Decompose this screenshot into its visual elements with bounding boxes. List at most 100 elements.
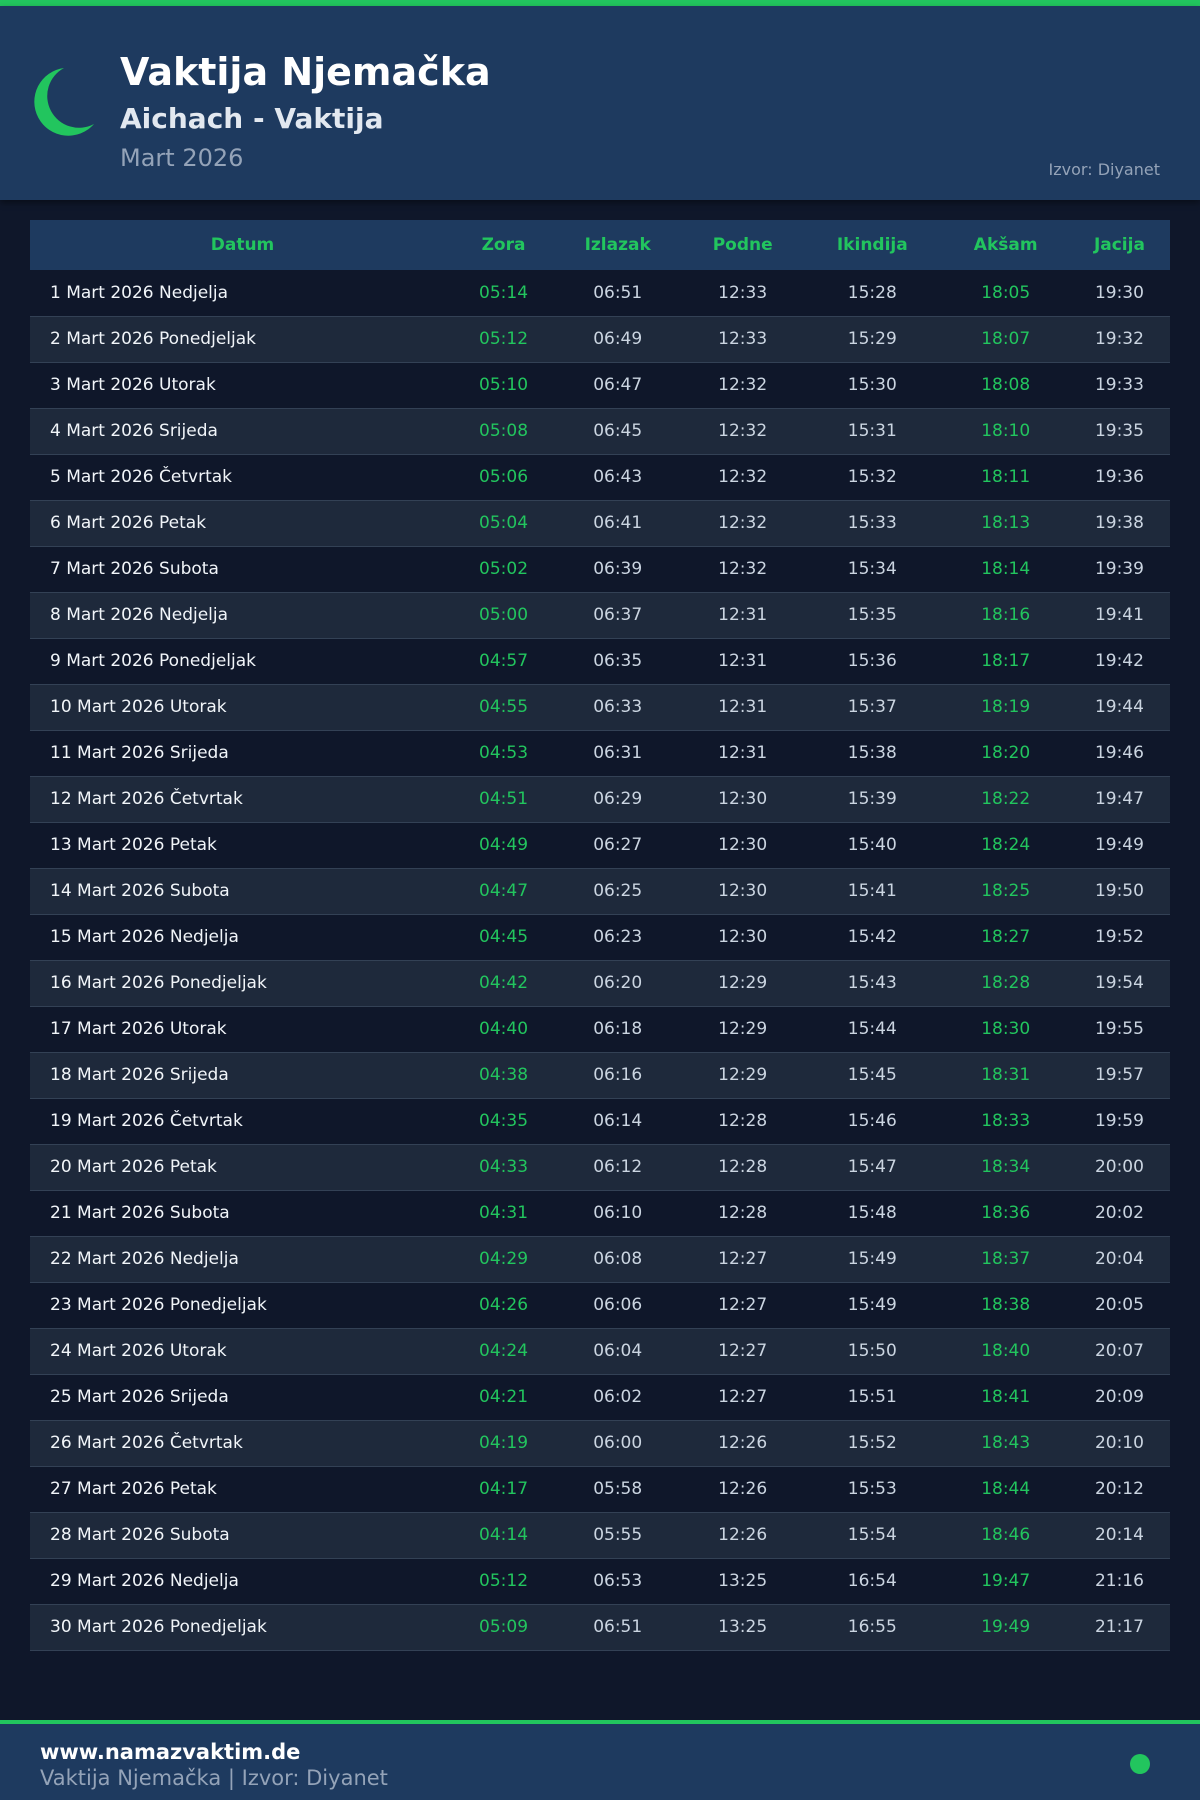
time-cell: 19:38 [1094, 513, 1144, 533]
time-cell: 12:30 [718, 881, 768, 901]
table-row: 10 Mart 2026 Utorak 04:55 06:33 12:31 15:37 1… [30, 684, 1170, 730]
time-cell: 12:27 [718, 1341, 768, 1361]
time-cell: 15:39 [847, 789, 897, 809]
time-cell: 19:30 [1094, 282, 1144, 303]
time-cell: 19:49 [1094, 835, 1144, 855]
time-cell: 19:57 [1094, 1065, 1144, 1085]
crescent-moon-icon [34, 68, 94, 136]
month-label: Mart 2026 [120, 144, 244, 172]
time-cell: 15:46 [847, 1111, 897, 1131]
time-cell: 05:08 [479, 421, 529, 441]
date-cell: 12 Mart 2026 Četvrtak [50, 789, 243, 809]
time-cell: 05:02 [479, 559, 529, 579]
time-cell: 06:33 [593, 697, 643, 717]
time-cell: 04:14 [479, 1525, 529, 1545]
time-cell: 15:45 [847, 1065, 897, 1085]
table-row: 8 Mart 2026 Nedjelja 05:00 06:37 12:31 15:35… [30, 592, 1170, 638]
date-cell: 26 Mart 2026 Četvrtak [50, 1433, 243, 1453]
top-accent-bar [0, 0, 1200, 6]
time-cell: 18:14 [981, 559, 1031, 579]
time-cell: 18:24 [981, 835, 1031, 855]
time-cell: 04:33 [479, 1157, 529, 1177]
time-cell: 12:32 [718, 421, 768, 441]
date-cell: 16 Mart 2026 Ponedjeljak [50, 973, 267, 993]
time-cell: 18:34 [981, 1157, 1031, 1177]
time-cell: 18:19 [981, 697, 1031, 717]
date-cell: 20 Mart 2026 Petak [50, 1157, 217, 1177]
time-cell: 18:28 [981, 973, 1031, 993]
time-cell: 05:09 [479, 1617, 529, 1637]
time-cell: 20:02 [1094, 1203, 1144, 1223]
time-cell: 05:04 [479, 513, 529, 533]
time-cell: 20:14 [1094, 1525, 1144, 1545]
column-header-2: Izlazak [584, 235, 651, 255]
time-cell: 12:31 [718, 651, 768, 671]
time-cell: 06:25 [593, 881, 643, 901]
date-cell: 23 Mart 2026 Ponedjeljak [50, 1295, 267, 1315]
time-cell: 04:45 [479, 927, 529, 947]
time-cell: 18:44 [981, 1479, 1031, 1499]
time-cell: 15:28 [847, 282, 897, 303]
time-cell: 19:54 [1094, 973, 1144, 993]
time-cell: 18:36 [981, 1203, 1031, 1223]
date-cell: 22 Mart 2026 Nedjelja [50, 1249, 239, 1269]
date-cell: 17 Mart 2026 Utorak [50, 1019, 227, 1039]
status-dot-icon [1130, 1754, 1150, 1774]
time-cell: 04:53 [479, 743, 529, 763]
time-cell: 19:47 [1094, 789, 1144, 809]
time-cell: 04:55 [479, 697, 529, 717]
time-cell: 15:54 [847, 1525, 897, 1545]
time-cell: 06:10 [593, 1203, 643, 1223]
time-cell: 06:51 [593, 1617, 643, 1637]
time-cell: 04:47 [479, 881, 529, 901]
time-cell: 12:32 [718, 559, 768, 579]
time-cell: 19:33 [1094, 375, 1144, 395]
time-cell: 19:47 [981, 1571, 1031, 1591]
time-cell: 05:12 [479, 1571, 529, 1591]
time-cell: 06:08 [593, 1249, 643, 1269]
time-cell: 06:39 [593, 559, 643, 579]
time-cell: 05:06 [479, 467, 529, 487]
table-row: 25 Mart 2026 Srijeda 04:21 06:02 12:27 15:51… [30, 1374, 1170, 1420]
time-cell: 18:27 [981, 927, 1031, 947]
table-row: 13 Mart 2026 Petak 04:49 06:27 12:30 15:40 18… [30, 822, 1170, 868]
time-cell: 15:35 [847, 605, 897, 625]
time-cell: 18:38 [981, 1295, 1031, 1315]
time-cell: 19:59 [1094, 1111, 1144, 1131]
table-row: 7 Mart 2026 Subota 05:02 06:39 12:32 15:34 18… [30, 546, 1170, 592]
time-cell: 18:10 [981, 421, 1031, 441]
time-cell: 04:21 [479, 1387, 529, 1407]
time-cell: 12:28 [718, 1203, 768, 1223]
time-cell: 20:12 [1094, 1479, 1144, 1499]
table-row: 14 Mart 2026 Subota 04:47 06:25 12:30 15:41 1… [30, 868, 1170, 914]
time-cell: 06:31 [593, 743, 643, 763]
time-cell: 18:41 [981, 1387, 1031, 1407]
table-row: 22 Mart 2026 Nedjelja 04:29 06:08 12:27 15:4… [30, 1236, 1170, 1282]
time-cell: 15:41 [847, 881, 897, 901]
table-row: 24 Mart 2026 Utorak 04:24 06:04 12:27 15:50 1… [30, 1328, 1170, 1374]
date-cell: 10 Mart 2026 Utorak [50, 697, 227, 717]
time-cell: 05:58 [593, 1479, 643, 1499]
prayer-times-table: Datum Zora Izlazak Podne Ikindija Akšam Jacija… [30, 220, 1170, 1651]
page-subtitle: Aichach - Vaktija [120, 102, 384, 135]
table-row: 16 Mart 2026 Ponedjeljak 04:42 06:20 12:29 1… [30, 960, 1170, 1006]
table-row: 19 Mart 2026 Četvrtak 04:35 06:14 12:28 15:4… [30, 1098, 1170, 1144]
time-cell: 06:35 [593, 651, 643, 671]
time-cell: 15:40 [847, 835, 897, 855]
time-cell: 06:43 [593, 467, 643, 487]
time-cell: 18:43 [981, 1433, 1031, 1453]
table-row: 28 Mart 2026 Subota 04:14 05:55 12:26 15:54 1… [30, 1512, 1170, 1558]
time-cell: 19:32 [1094, 329, 1144, 349]
time-cell: 06:37 [593, 605, 643, 625]
time-cell: 06:00 [593, 1433, 643, 1453]
time-cell: 18:33 [981, 1111, 1031, 1131]
time-cell: 04:35 [479, 1111, 529, 1131]
time-cell: 12:33 [718, 282, 768, 303]
time-cell: 20:09 [1094, 1387, 1144, 1407]
time-cell: 04:17 [479, 1479, 529, 1499]
time-cell: 18:37 [981, 1249, 1031, 1269]
table-row: 15 Mart 2026 Nedjelja 04:45 06:23 12:30 15:4… [30, 914, 1170, 960]
time-cell: 18:13 [981, 513, 1031, 533]
time-cell: 06:06 [593, 1295, 643, 1315]
table-row: 12 Mart 2026 Četvrtak 04:51 06:29 12:30 15:3… [30, 776, 1170, 822]
